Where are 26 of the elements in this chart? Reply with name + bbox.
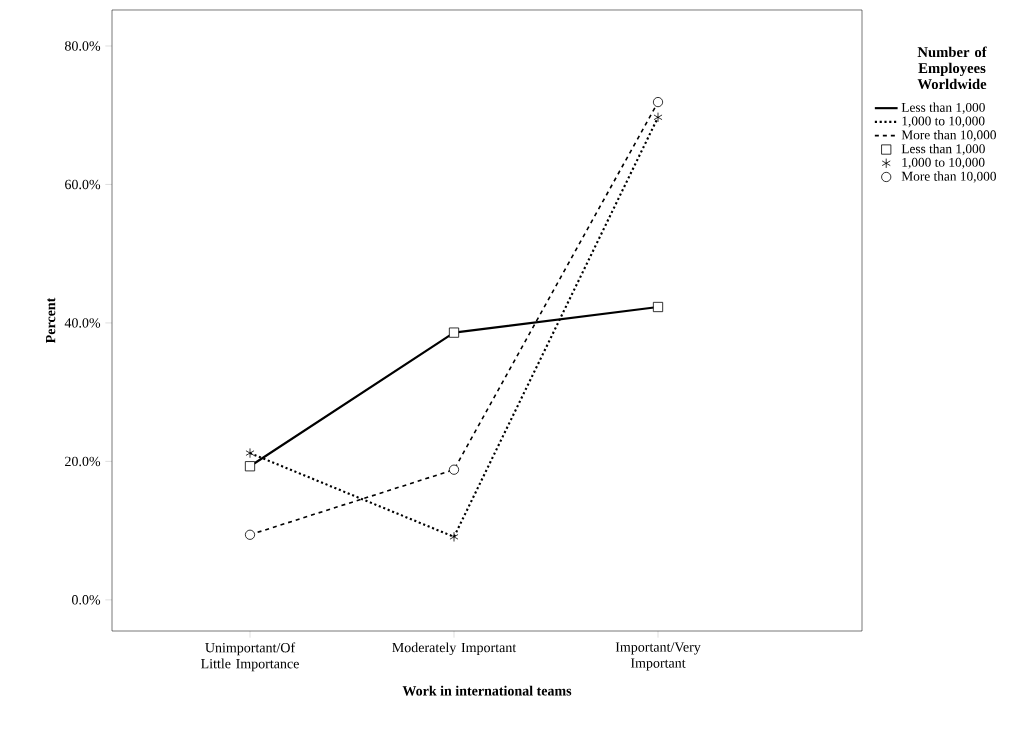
x-tick-label: Unimportant/Of Little Importance (201, 642, 299, 672)
y-tick-label: 0.0% (71, 595, 101, 605)
text: 1,000 to 10,000 (902, 157, 985, 169)
point (244, 529, 256, 540)
legend-label: 1,000 to 10,000 (902, 116, 985, 128)
point (448, 464, 460, 475)
legend-label: Less than 1,000 (901, 143, 985, 156)
text: Less than 1,000 (901, 102, 985, 114)
point (652, 301, 664, 313)
y-tick-label: 60.0% (65, 179, 101, 190)
point (245, 448, 255, 459)
text: More than 10,000 (901, 171, 996, 183)
point (652, 97, 664, 108)
y-axis-title: Percent (46, 297, 56, 344)
y-tick-label: 80.0% (64, 41, 101, 51)
y-tick-label: 40.0% (64, 318, 101, 328)
y-tick-label: 20.0% (65, 456, 101, 467)
point (653, 112, 663, 123)
point (448, 327, 460, 338)
x-tick-label: Moderately Important (392, 642, 517, 656)
legend-title: Number of Employees Worldwide (917, 46, 987, 90)
point (244, 461, 256, 472)
legend-label: More than 10,000 (901, 129, 996, 142)
point (449, 531, 459, 542)
x-axis-title: Work in international teams (402, 685, 572, 696)
x-tick-label: Important/Very Important (615, 642, 701, 671)
